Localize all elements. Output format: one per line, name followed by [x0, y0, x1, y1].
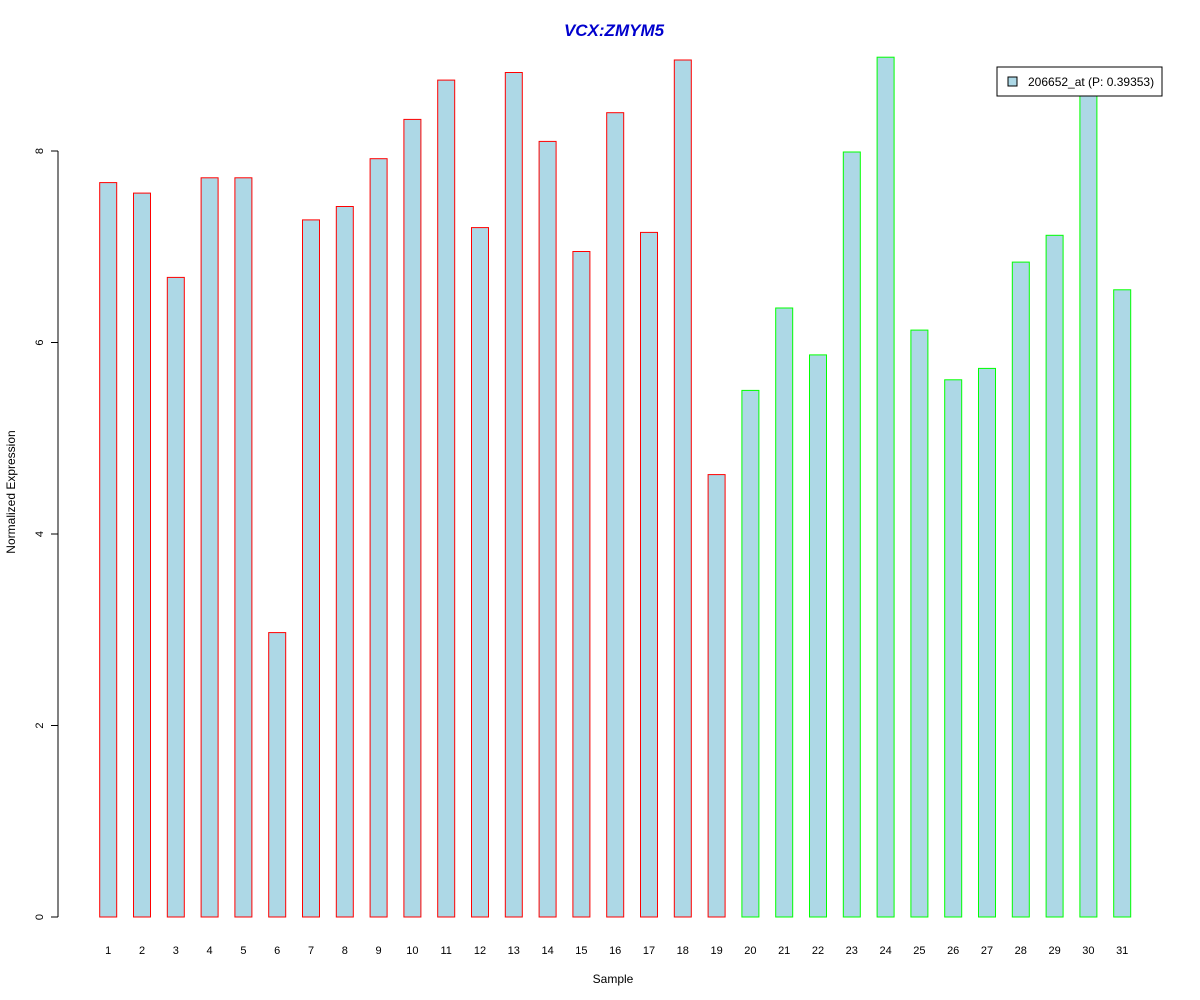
- bar-sample-23: [842, 151, 861, 918]
- bar-sample-15: [572, 251, 591, 918]
- bar-sample-1: [99, 182, 118, 918]
- bar-sample-10: [403, 118, 422, 918]
- x-tick-label: 10: [406, 945, 418, 957]
- y-tick-label: 2: [34, 722, 46, 728]
- bar-sample-5: [234, 177, 253, 918]
- y-tick-label: 6: [34, 339, 46, 345]
- bar-sample-2: [133, 192, 151, 918]
- bar-sample-3: [166, 276, 185, 918]
- x-tick-label: 21: [778, 945, 790, 957]
- x-tick-label: 12: [474, 945, 486, 957]
- x-tick-label: 14: [541, 945, 553, 957]
- bar-sample-17: [640, 231, 658, 918]
- bars-group: [99, 56, 1132, 918]
- y-axis: 0 2 4 6 8: [34, 148, 59, 920]
- x-tick-labels: 1 2 3 4 5 6 7 8 9 10 11 12 13 14 15 16 17 18 19 20 21 22 23 24 2…: [105, 945, 1128, 957]
- x-tick-label: 4: [207, 945, 213, 957]
- x-tick-label: 2: [139, 945, 145, 957]
- x-axis-label: Sample: [593, 972, 634, 986]
- x-tick-label: 28: [1015, 945, 1027, 957]
- legend: 206652_at (P: 0.39353): [996, 66, 1163, 97]
- x-tick-label: 8: [342, 945, 348, 957]
- x-tick-label: 17: [643, 945, 655, 957]
- chart-title: VCX:ZMYM5: [564, 21, 665, 40]
- legend-box: [996, 66, 1163, 97]
- x-tick-label: 24: [879, 945, 891, 957]
- x-tick-label: 25: [913, 945, 925, 957]
- bar-sample-25: [910, 329, 929, 918]
- x-tick-label: 26: [947, 945, 959, 957]
- x-tick-label: 15: [575, 945, 587, 957]
- x-tick-label: 22: [812, 945, 824, 957]
- x-tick-label: 1: [105, 945, 111, 957]
- bar-sample-8: [335, 206, 354, 918]
- bar-sample-26: [944, 379, 963, 918]
- x-tick-label: 16: [609, 945, 621, 957]
- x-tick-label: 3: [173, 945, 179, 957]
- x-tick-label: 31: [1116, 945, 1128, 957]
- y-axis-label: Normalized Expression: [4, 430, 18, 553]
- x-tick-label: 29: [1048, 945, 1060, 957]
- y-tick-label: 4: [34, 531, 46, 537]
- bar-sample-13: [504, 72, 523, 918]
- bar-sample-29: [1045, 234, 1064, 918]
- y-tick-label: 8: [34, 148, 46, 154]
- x-tick-label: 13: [508, 945, 520, 957]
- bar-sample-11: [437, 79, 456, 918]
- x-tick-label: 11: [440, 945, 451, 957]
- x-tick-label: 19: [710, 945, 722, 957]
- legend-swatch: [1007, 76, 1018, 87]
- bar-sample-21: [775, 307, 794, 918]
- x-tick-label: 5: [240, 945, 246, 957]
- x-tick-label: 6: [274, 945, 280, 957]
- bar-sample-19: [707, 474, 726, 918]
- bar-sample-18: [673, 59, 692, 918]
- x-tick-label: 23: [846, 945, 858, 957]
- x-tick-label: 27: [981, 945, 993, 957]
- y-tick-label: 0: [34, 914, 46, 920]
- x-tick-label: 30: [1082, 945, 1094, 957]
- x-tick-label: 7: [308, 945, 314, 957]
- bar-sample-22: [809, 354, 827, 918]
- bar-sample-16: [606, 112, 625, 918]
- bar-sample-6: [268, 632, 287, 918]
- bar-sample-14: [538, 140, 557, 918]
- bar-sample-4: [200, 177, 219, 918]
- bar-sample-12: [471, 227, 489, 918]
- bar-sample-28: [1011, 261, 1030, 918]
- bar-sample-30: [1079, 88, 1098, 918]
- bar-sample-31: [1113, 289, 1132, 918]
- bar-sample-27: [978, 367, 996, 918]
- bar-sample-7: [302, 219, 320, 918]
- bar-sample-24: [876, 56, 895, 918]
- bar-sample-9: [369, 158, 388, 918]
- x-tick-label: 20: [744, 945, 756, 957]
- x-tick-label: 18: [677, 945, 689, 957]
- x-tick-label: 9: [376, 945, 382, 957]
- legend-label: 206652_at (P: 0.39353): [1028, 75, 1154, 89]
- bar-sample-20: [741, 389, 760, 918]
